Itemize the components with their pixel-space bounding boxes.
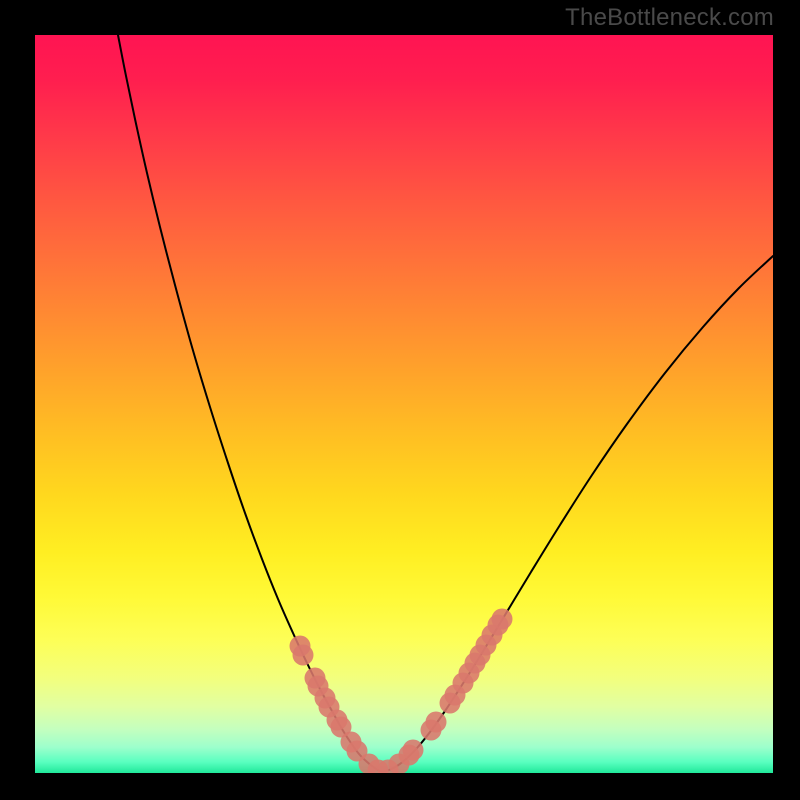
curve-layer (35, 35, 773, 773)
bottleneck-curve-left (118, 35, 383, 772)
bottleneck-curve-right (383, 256, 773, 772)
curve-markers (290, 609, 513, 774)
curve-marker (492, 609, 513, 630)
curve-marker (293, 645, 314, 666)
plot-area (35, 35, 773, 773)
curve-marker (426, 712, 447, 733)
curve-marker (403, 740, 424, 761)
watermark-text: TheBottleneck.com (565, 4, 774, 32)
bottleneck-chart: TheBottleneck.com (0, 0, 800, 800)
